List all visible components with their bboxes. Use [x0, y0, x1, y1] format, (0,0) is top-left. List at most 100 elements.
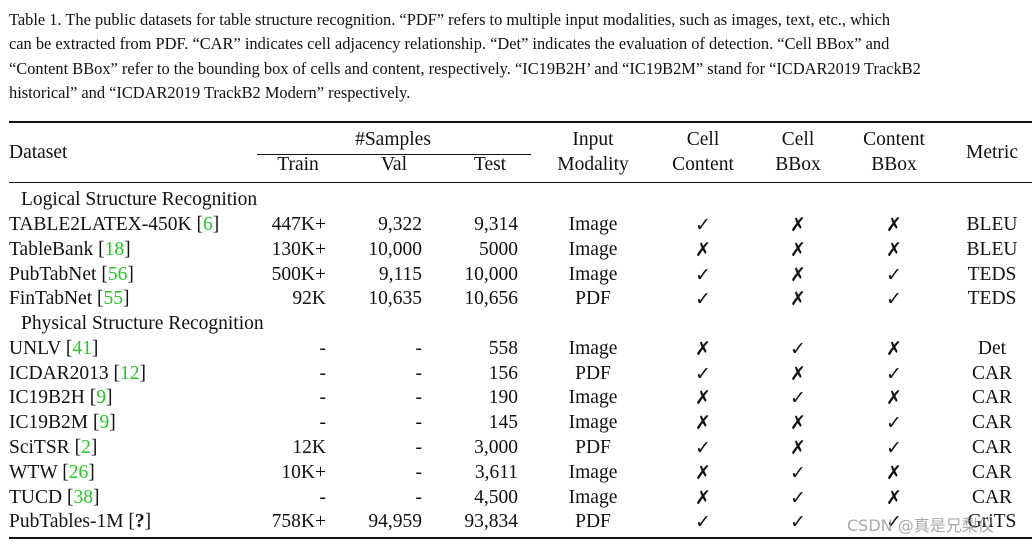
val-cell: 10,000 [368, 239, 422, 260]
modality-cell: Image [568, 214, 618, 235]
val-cell: - [415, 338, 423, 359]
modality-cell: Image [568, 338, 618, 359]
test-cell: 9,314 [474, 214, 518, 235]
citation-link[interactable]: 6 [202, 214, 213, 235]
cell-content-cell: ✓ [695, 511, 711, 533]
dataset-label: IC19B2M [9, 412, 89, 433]
section-physical: Physical Structure Recognition [21, 313, 264, 334]
dataset-name: TABLE2LATEX-450K [6] [9, 214, 220, 235]
caption-line: “Content BBox” refer to the bounding box… [9, 58, 921, 78]
modality-cell: Image [568, 487, 618, 508]
dataset-label: PubTabNet [9, 264, 97, 285]
content-bbox-cell: ✗ [886, 239, 902, 261]
dataset-label: UNLV [9, 338, 62, 359]
train-cell: - [319, 412, 327, 433]
dataset-name: FinTabNet [55] [9, 288, 130, 309]
metric-cell: Det [977, 338, 1007, 359]
test-cell: 5000 [479, 239, 518, 260]
header-samples: #Samples [355, 129, 431, 150]
metric-cell: CAR [971, 363, 1013, 384]
train-cell: 10K+ [281, 462, 326, 483]
test-cell: 558 [488, 338, 518, 359]
citation-link[interactable]: 18 [104, 239, 125, 260]
table-caption: Table 1. The public datasets for table s… [9, 8, 1032, 105]
dataset-label: IC19B2H [9, 387, 85, 408]
citation-link[interactable]: ? [134, 511, 145, 532]
val-cell: - [415, 363, 423, 384]
val-cell: 9,115 [378, 264, 422, 285]
metric-cell: CAR [971, 387, 1013, 408]
content-bbox-cell: ✗ [886, 487, 902, 509]
header-metric: Metric [966, 142, 1018, 163]
header-content-bbox-1: Content [863, 129, 925, 150]
metric-cell: BLEU [966, 239, 1018, 260]
cell-bbox-cell: ✓ [790, 487, 806, 509]
test-cell: 190 [488, 387, 518, 408]
cell-content-cell: ✗ [695, 487, 711, 509]
train-cell: 447K+ [271, 214, 326, 235]
val-cell: 10,635 [368, 288, 422, 309]
samples-subrule [257, 154, 531, 156]
metric-cell: TEDS [967, 288, 1017, 309]
cell-bbox-cell: ✗ [790, 288, 806, 310]
dataset-name: PubTabNet [56] [9, 264, 134, 285]
citation-link[interactable]: 26 [68, 462, 89, 483]
modality-cell: Image [568, 387, 618, 408]
dataset-name: TableBank [18] [9, 239, 131, 260]
dataset-label: FinTabNet [9, 288, 93, 309]
train-cell: 92K [292, 288, 326, 309]
cell-content-cell: ✗ [695, 412, 711, 434]
dataset-name: SciTSR [2] [9, 437, 98, 458]
modality-cell: Image [568, 412, 618, 433]
header-input: Input [572, 129, 614, 150]
val-cell: - [415, 462, 423, 483]
metric-cell: BLEU [966, 214, 1018, 235]
cell-content-cell: ✗ [695, 462, 711, 484]
val-cell: 94,959 [368, 511, 422, 532]
citation-link[interactable]: 9 [99, 412, 110, 433]
header-cell-bbox-2: BBox [775, 154, 821, 175]
citation-link[interactable]: 12 [120, 363, 140, 384]
dataset-label: PubTables-1M [9, 511, 124, 532]
cell-bbox-cell: ✗ [790, 239, 806, 261]
dataset-name: TUCD [38] [9, 487, 100, 508]
dataset-name: IC19B2M [9] [9, 412, 116, 433]
caption-line: can be extracted from PDF. “CAR” indicat… [9, 34, 890, 54]
val-cell: - [415, 387, 423, 408]
content-bbox-cell: ✗ [886, 462, 902, 484]
cell-content-cell: ✓ [695, 288, 711, 310]
header-dataset: Dataset [9, 142, 68, 163]
citation-link[interactable]: 56 [107, 264, 128, 285]
header-cell-content-1: Cell [686, 129, 720, 150]
content-bbox-cell: ✗ [886, 338, 902, 360]
cell-bbox-cell: ✗ [790, 214, 806, 236]
cell-bbox-cell: ✓ [790, 462, 806, 484]
content-bbox-cell: ✓ [886, 511, 902, 533]
citation-link[interactable]: 38 [73, 487, 93, 508]
header-content-bbox-2: BBox [871, 154, 917, 175]
metric-cell: GriTS [967, 511, 1017, 532]
citation-link[interactable]: 9 [96, 387, 106, 408]
val-cell: 9,322 [378, 214, 422, 235]
metric-cell: TEDS [967, 264, 1017, 285]
citation-link[interactable]: 55 [103, 288, 124, 309]
cell-content-cell: ✗ [695, 239, 711, 261]
content-bbox-cell: ✓ [886, 412, 902, 434]
watermark: CSDN @真是兄梨仪 [847, 516, 994, 535]
dataset-label: WTW [9, 462, 58, 483]
metric-cell: CAR [971, 487, 1013, 508]
test-cell: 10,656 [464, 288, 518, 309]
caption-line: Table 1. The public datasets for table s… [9, 10, 891, 29]
modality-cell: PDF [575, 437, 611, 458]
cell-bbox-cell: ✗ [790, 412, 806, 434]
cell-content-cell: ✓ [695, 214, 711, 236]
metric-cell: CAR [971, 437, 1013, 458]
dataset-label: TUCD [9, 487, 63, 508]
header-modality: Modality [557, 154, 629, 175]
metric-cell: CAR [971, 412, 1013, 433]
citation-link[interactable]: 41 [72, 338, 92, 359]
citation-link[interactable]: 2 [81, 437, 91, 458]
cell-content-cell: ✓ [695, 437, 711, 459]
val-cell: - [415, 437, 423, 458]
dataset-name: PubTables-1M [?] [9, 511, 152, 532]
